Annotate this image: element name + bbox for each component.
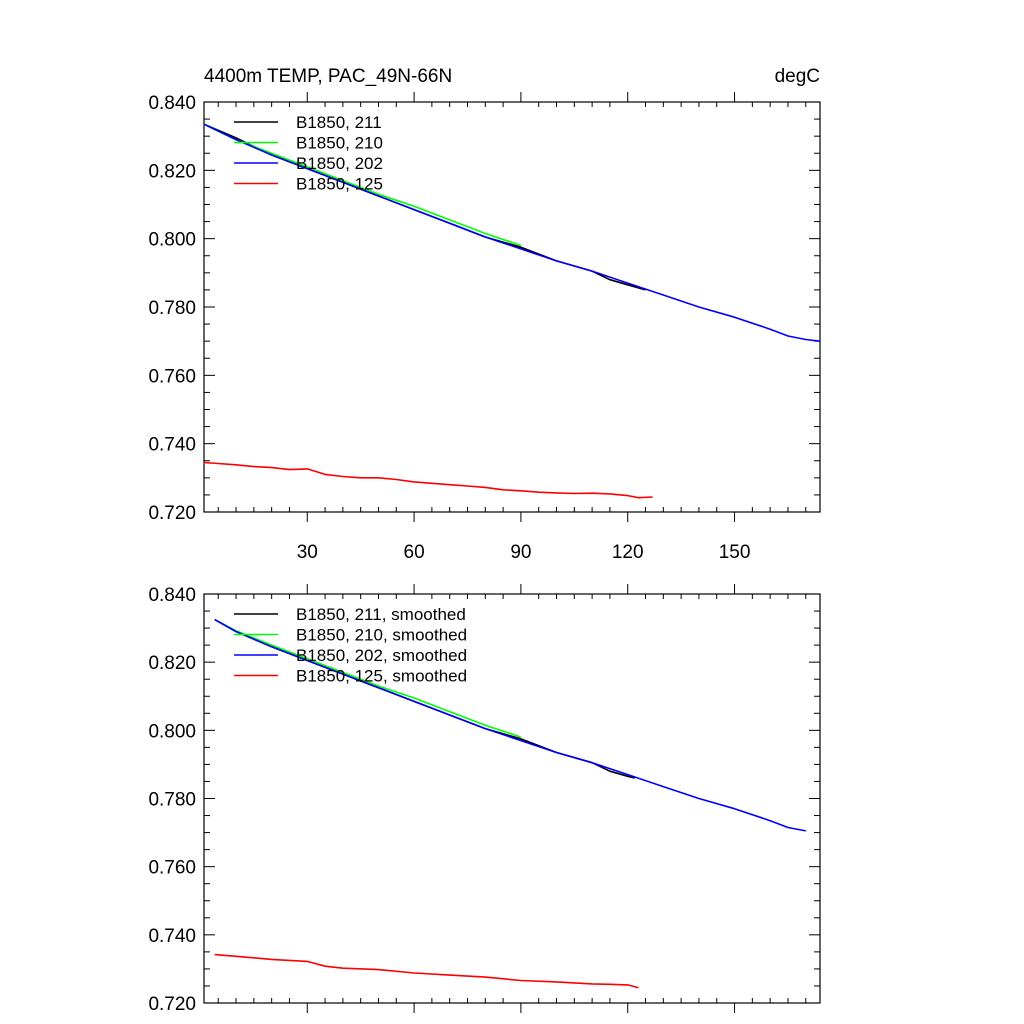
y-tick-label: 0.780 [148, 298, 196, 319]
x-tick-label: 150 [719, 542, 751, 563]
y-tick-label: 0.780 [148, 790, 196, 811]
chart-title: 4400m TEMP, PAC_49N-66N [204, 66, 452, 87]
y-tick-label: 0.720 [148, 994, 196, 1015]
y-tick-label: 0.820 [148, 653, 196, 674]
series-line [214, 618, 522, 738]
y-tick-label: 0.760 [148, 858, 196, 879]
series-line [203, 123, 646, 291]
y-tick-label: 0.800 [148, 721, 196, 742]
series-line [214, 953, 639, 989]
legend-label: B1850, 125 [296, 175, 383, 194]
x-tick-label: 60 [404, 542, 425, 563]
y-tick-label: 0.720 [148, 503, 196, 524]
legend-label: B1850, 125, smoothed [296, 667, 467, 686]
series-line [203, 123, 821, 342]
y-tick-label: 0.740 [148, 435, 196, 456]
legend-label: B1850, 211, smoothed [296, 605, 466, 624]
y-tick-label: 0.840 [148, 585, 196, 606]
x-tick-label: 120 [612, 542, 644, 563]
legend-label: B1850, 211 [296, 113, 382, 132]
series-line [214, 618, 806, 832]
y-tick-label: 0.740 [148, 926, 196, 947]
legend-label: B1850, 202, smoothed [296, 646, 467, 665]
x-tick-label: 90 [510, 542, 531, 563]
chart-units: degC [775, 66, 820, 87]
bottom-panel: 0.720 0.740 0.760 0.780 0.800 0.820 0.840 B1850… [148, 584, 821, 1015]
y-tick-label: 0.760 [148, 366, 196, 387]
x-tick-label: 30 [297, 542, 318, 563]
y-tick-label: 0.820 [148, 161, 196, 182]
top-panel: 0.720 0.740 0.760 0.780 0.800 0.820 0.840 30 60 9… [148, 92, 821, 563]
legend-label: B1850, 210, smoothed [296, 626, 467, 645]
legend-label: B1850, 210 [296, 134, 383, 153]
y-tick-label: 0.800 [148, 230, 196, 251]
legend-label: B1850, 202 [296, 154, 383, 173]
y-tick-label: 0.840 [148, 93, 196, 114]
series-line [203, 461, 653, 499]
